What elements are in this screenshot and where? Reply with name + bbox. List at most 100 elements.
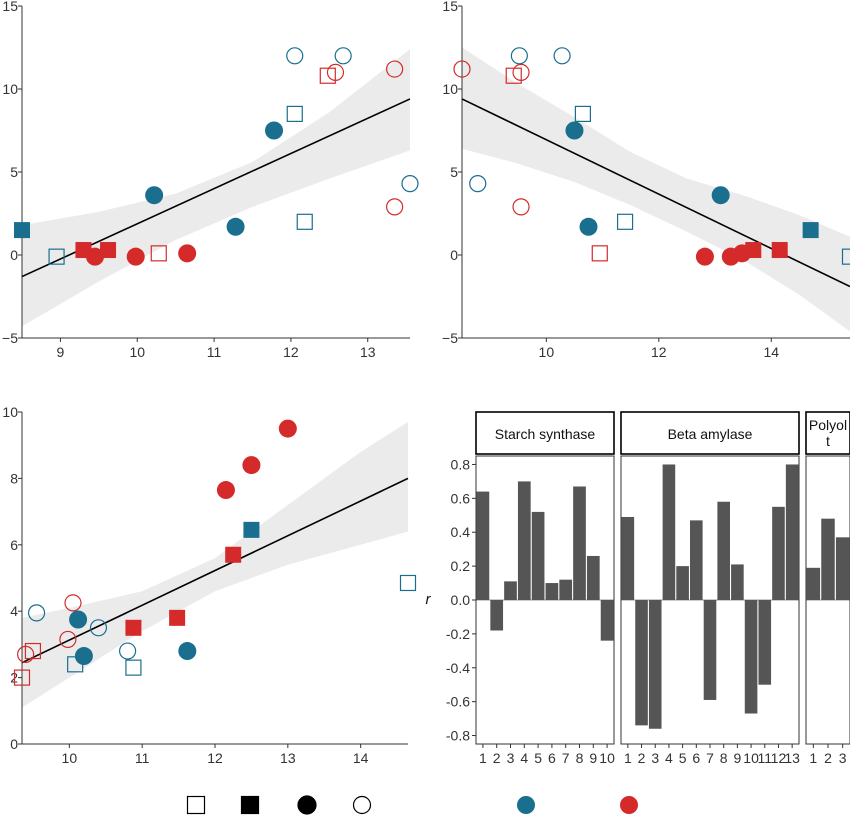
y-tick-label: 15 [442,0,458,14]
y-tick-label: 0.4 [451,524,471,540]
data-point [334,47,352,65]
x-tick-label: 2 [638,750,646,766]
data-point [399,574,417,592]
data-point [69,610,88,629]
bar [690,520,703,600]
data-point [225,546,242,563]
data-point [145,186,164,205]
data-point [286,105,303,123]
data-point [771,242,788,259]
bar [676,566,689,600]
y-tick-label: 10 [2,404,18,420]
y-tick-label: 15 [2,0,18,14]
y-tick-label: 0 [10,736,18,752]
data-point [59,630,77,649]
bar [504,581,517,600]
x-tick-label: 10 [129,344,145,360]
x-tick-label: 6 [548,750,556,766]
x-tick-label: 1 [479,750,487,766]
bar [806,567,821,600]
y-tick-label: -0.4 [446,660,470,676]
data-point [512,198,530,216]
bar [531,511,545,600]
data-point [319,67,336,84]
data-point [386,60,404,78]
scatter-panel-top-left: −5 0 5 10 15 9 10 11 12 13 [2,0,419,360]
regression-line [21,477,409,664]
data-point [13,669,31,686]
data-point [178,642,197,661]
data-point [802,222,819,239]
confidence-band [462,47,850,332]
data-point [510,47,528,65]
bar [586,555,600,600]
data-point [243,521,260,538]
bar [600,600,614,641]
bar [648,600,662,729]
data-point [265,121,284,140]
y-tick-label: -0.8 [446,728,470,744]
x-tick-label: 12 [651,344,667,360]
x-tick-label: 13 [280,750,296,766]
y-tick-label: 0 [10,247,18,263]
bar [785,464,799,600]
x-tick-label: 10 [599,750,615,766]
x-tick-label: 2 [493,750,501,766]
bar [835,537,850,600]
data-point [126,247,145,266]
y-tick-label: -0.2 [446,626,470,642]
bar [731,564,744,600]
data-point [74,647,93,666]
x-tick-label: 10 [62,750,78,766]
data-point [169,609,186,626]
bar [621,516,635,600]
x-tick-label: 12 [207,750,223,766]
y-tick-label: 4 [10,603,18,619]
data-point [226,217,245,236]
data-point [85,247,104,266]
x-tick-label: 8 [576,750,584,766]
facet-strip [805,411,850,455]
legend-key-open-square [186,795,206,815]
legend [186,795,638,815]
data-point [512,63,530,82]
x-tick-label: 9 [589,750,597,766]
data-point [711,186,730,205]
x-tick-label: 7 [706,750,714,766]
legend-key-filled-circle [297,795,317,815]
data-point [64,594,82,612]
data-point [14,222,30,239]
data-point [89,619,108,637]
data-point [553,47,571,65]
y-tick-label: 10 [442,81,458,97]
x-tick-label: 3 [651,750,659,766]
x-tick-label: 2 [824,750,832,766]
data-point [119,642,137,660]
bar [662,464,676,600]
data-point [27,604,46,622]
x-tick-label: 3 [839,750,847,766]
x-tick-label: 10 [539,344,555,360]
facet-strip [475,411,615,455]
data-point [695,247,714,266]
data-point [453,60,471,78]
data-point [591,245,608,262]
x-tick-label: 1 [624,750,632,766]
data-point [579,217,598,236]
bar [635,600,648,726]
x-tick-label: 5 [679,750,687,766]
x-tick-label: 10 [743,750,759,766]
data-point [616,213,634,230]
x-tick-label: 1 [809,750,817,766]
scatter-panel-top-right: −5 0 5 10 15 10 12 14 [442,0,850,360]
data-point [286,47,304,65]
y-tick-label: -0.6 [446,694,470,710]
x-tick-label: 9 [57,344,65,360]
y-tick-label: 6 [10,537,18,553]
x-tick-label: 7 [562,750,570,766]
strip-text-line: t [826,433,830,449]
y-tick-label: 0.6 [451,490,471,506]
bar [772,506,785,600]
data-point [278,419,297,438]
